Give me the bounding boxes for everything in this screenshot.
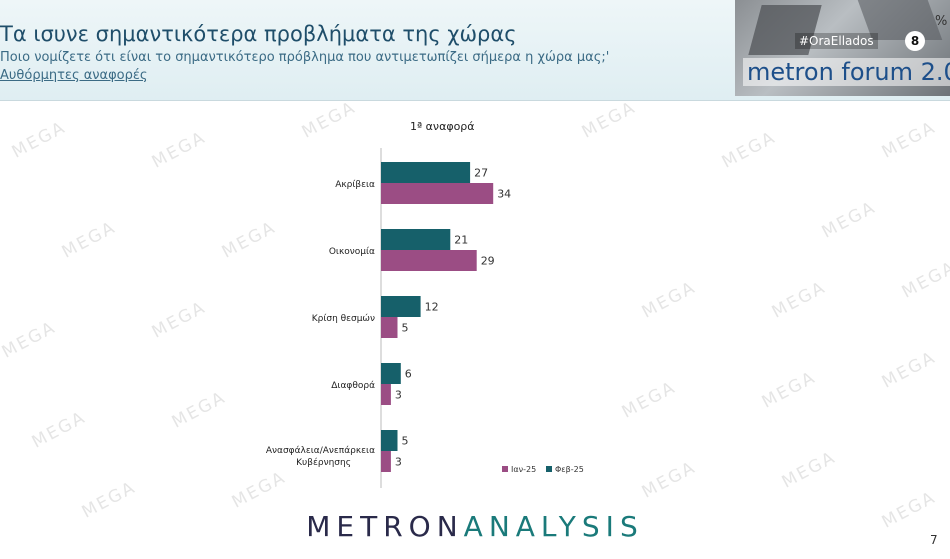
channel-logo-icon: 8 — [905, 31, 925, 51]
bar-feb-25 — [381, 430, 398, 451]
bar-jan-25 — [381, 183, 494, 204]
metron-analysis-logo: METRONANALYSIS — [0, 510, 950, 543]
percent-mark: % — [935, 14, 948, 29]
bar-jan-25 — [381, 384, 391, 405]
data-label-feb-25: 5 — [402, 435, 409, 448]
data-label-jan-25: 29 — [481, 255, 495, 268]
category-label: Ανασφάλεια/Ανεπάρκεια — [266, 446, 375, 456]
hashtag-label: #OraEllados — [795, 33, 878, 49]
bar-jan-25 — [381, 250, 477, 271]
logo-text-metron: METRON — [306, 510, 464, 543]
data-label-jan-25: 5 — [402, 322, 409, 335]
slide-subtitle-note: Αυθόρμητες αναφορές — [0, 68, 148, 83]
category-label: Κυβέρνησης — [296, 457, 351, 468]
data-label-jan-25: 3 — [395, 389, 402, 402]
bar-feb-25 — [381, 162, 471, 183]
bar-feb-25 — [381, 229, 451, 250]
category-label: Οικονομία — [329, 247, 375, 257]
legend-label: Φεβ-25 — [555, 465, 584, 474]
data-label-jan-25: 3 — [395, 456, 402, 469]
bar-feb-25 — [381, 363, 401, 384]
data-label-feb-25: 12 — [425, 301, 439, 314]
slide-title: Τα ισυνε σημαντικότερα προβλήματα της χώ… — [0, 22, 517, 46]
category-label: Διαφθορά — [331, 381, 375, 391]
bar-feb-25 — [381, 296, 421, 317]
bar-jan-25 — [381, 317, 398, 338]
data-label-jan-25: 34 — [497, 188, 511, 201]
forum-name: metron forum 2.0 — [743, 58, 950, 86]
category-label: Κρίση θεσμών — [312, 313, 375, 324]
data-label-feb-25: 21 — [454, 234, 468, 247]
chart-title: 1ª αναφορά — [410, 120, 475, 133]
legend-swatch — [546, 466, 552, 472]
legend-swatch — [502, 466, 508, 472]
category-label: Ακρίβεια — [335, 180, 375, 190]
data-label-feb-25: 27 — [474, 167, 488, 180]
slide-subtitle: Ποιο νομίζετε ότι είναι το σημαντικότερο… — [0, 50, 610, 65]
logo-text-analysis: ANALYSIS — [463, 510, 644, 543]
data-label-feb-25: 6 — [405, 368, 412, 381]
page-number: 7 — [930, 533, 938, 547]
bar-jan-25 — [381, 451, 391, 472]
legend-label: Ιαν-25 — [511, 465, 536, 474]
broadcast-overlay: #OraEllados 8 metron forum 2.0 — [735, 0, 950, 96]
